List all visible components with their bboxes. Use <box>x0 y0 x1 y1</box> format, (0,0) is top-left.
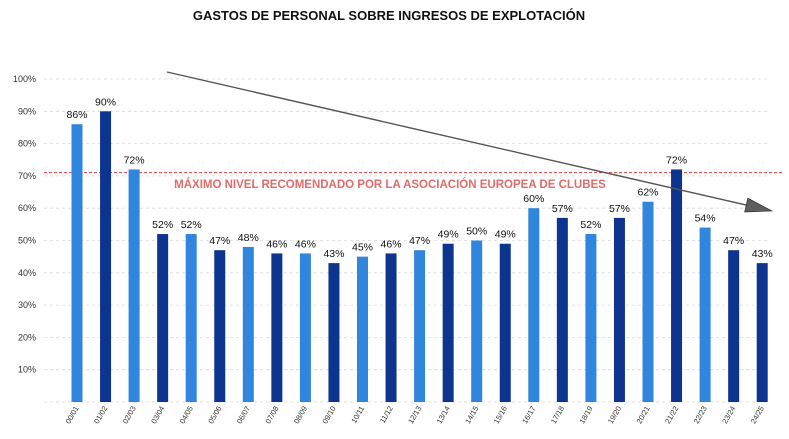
y-tick-label: 60% <box>18 203 36 213</box>
x-tick-label: 16/17 <box>520 405 537 426</box>
x-tick-label: 11/12 <box>378 405 395 425</box>
x-tick-label: 22/23 <box>692 405 709 426</box>
bar <box>471 240 483 402</box>
data-label: 47% <box>409 235 430 247</box>
bar <box>528 208 540 402</box>
bar <box>414 250 426 402</box>
bar <box>499 243 511 402</box>
data-label: 60% <box>523 193 544 205</box>
x-tick-label: 24/25 <box>749 405 766 426</box>
bar <box>642 201 654 402</box>
data-labels: 86% 90% 72% 52% 52% 47% 48% 46% 46% 43% 45% 46% 47% 4… <box>66 96 772 260</box>
bar <box>357 256 368 402</box>
data-label: 47% <box>209 235 230 247</box>
data-label: 52% <box>580 219 601 231</box>
y-tick-label: 40% <box>18 268 36 278</box>
x-tick-label: 21/22 <box>663 405 680 426</box>
x-axis: 00/01 01/02 02/03 03/04 04/05 05/06 06/07 07/08… <box>64 405 766 426</box>
trend-arrow-line <box>166 71 747 206</box>
x-tick-label: 17/18 <box>549 405 566 426</box>
data-label: 86% <box>66 109 87 121</box>
data-label: 90% <box>95 96 116 108</box>
y-tick-label: 50% <box>18 236 36 246</box>
data-label: 48% <box>238 232 259 244</box>
data-label: 49% <box>438 229 459 241</box>
x-tick-label: 02/03 <box>121 405 138 426</box>
bar <box>385 253 397 402</box>
bar <box>613 217 625 402</box>
bar <box>442 243 454 402</box>
x-tick-label: 03/04 <box>149 405 166 426</box>
data-label: 49% <box>495 229 516 241</box>
x-tick-label: 23/24 <box>720 405 737 426</box>
data-label: 45% <box>352 242 373 254</box>
data-label: 50% <box>466 226 487 238</box>
x-tick-label: 01/02 <box>92 405 109 426</box>
data-label: 46% <box>295 238 316 250</box>
x-tick-label: 07/08 <box>263 405 280 426</box>
bar <box>185 234 197 402</box>
data-label: 43% <box>323 248 344 260</box>
chart-title: GASTOS DE PERSONAL SOBRE INGRESOS DE EXP… <box>193 8 585 23</box>
x-tick-label: 20/21 <box>635 405 652 426</box>
bar <box>328 263 340 402</box>
data-label: 52% <box>181 219 202 231</box>
data-label: 52% <box>152 219 173 231</box>
bar <box>100 111 112 403</box>
bar <box>71 124 83 402</box>
data-label: 43% <box>752 248 773 260</box>
x-tick-label: 10/11 <box>349 405 366 425</box>
x-tick-label: 05/06 <box>206 405 223 426</box>
bar <box>214 250 226 402</box>
bar <box>242 246 254 402</box>
data-label: 54% <box>695 213 716 225</box>
y-tick-label: 30% <box>18 300 36 310</box>
data-label: 46% <box>266 238 287 250</box>
x-tick-label: 06/07 <box>235 405 252 426</box>
bar-series <box>71 111 768 403</box>
x-tick-label: 09/10 <box>320 405 337 426</box>
x-tick-label: 08/09 <box>292 405 309 426</box>
y-tick-label: 80% <box>18 139 36 149</box>
x-tick-label: 12/13 <box>406 405 423 426</box>
bar <box>299 253 311 402</box>
bar <box>585 234 597 402</box>
x-tick-label: 04/05 <box>178 405 195 426</box>
x-tick-label: 18/19 <box>577 405 594 426</box>
data-label: 47% <box>723 235 744 247</box>
reference-line-label: MÁXIMO NIVEL RECOMENDADO POR LA ASOCIACI… <box>174 178 606 191</box>
bar <box>756 263 768 402</box>
x-tick-label: 14/15 <box>463 405 480 426</box>
data-label: 62% <box>637 187 658 199</box>
y-tick-label: 10% <box>18 365 36 375</box>
bar <box>699 227 711 402</box>
bar <box>157 234 169 402</box>
bar <box>128 169 140 402</box>
data-label: 72% <box>124 154 145 166</box>
bar <box>556 217 568 402</box>
x-tick-label: 00/01 <box>64 405 81 426</box>
trend-arrow-head <box>744 197 774 213</box>
bar <box>271 253 283 402</box>
y-tick-label: 90% <box>18 106 36 116</box>
bar <box>728 250 740 402</box>
y-axis: 10% 20% 30% 40% 50% 60% 70% 80% 90% 100% <box>13 74 36 375</box>
data-label: 72% <box>666 154 687 166</box>
y-tick-label: 100% <box>13 74 36 84</box>
x-tick-label: 19/20 <box>606 405 623 426</box>
data-label: 46% <box>381 238 402 250</box>
bar <box>671 169 683 402</box>
y-tick-label: 20% <box>18 332 36 342</box>
data-label: 57% <box>609 203 630 215</box>
x-tick-label: 15/16 <box>492 405 509 426</box>
x-tick-label: 13/14 <box>435 405 452 426</box>
trend-arrow-group <box>166 71 774 213</box>
data-label: 57% <box>552 203 573 215</box>
y-tick-label: 70% <box>18 171 36 181</box>
